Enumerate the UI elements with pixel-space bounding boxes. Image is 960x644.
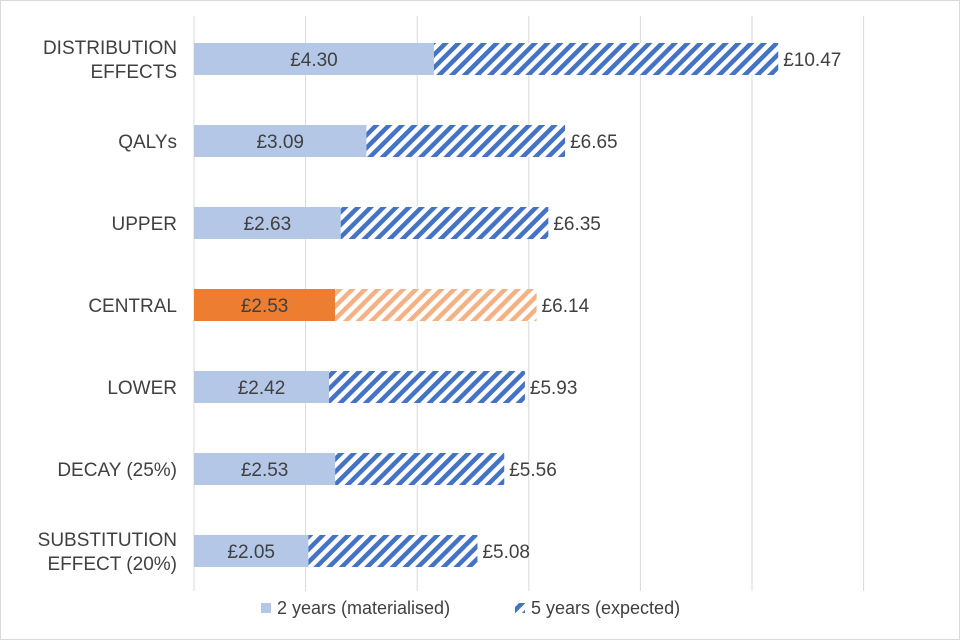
- bar-5-years: [335, 289, 537, 321]
- bar-5-years: [335, 453, 505, 485]
- data-label-2-years: £2.63: [244, 214, 292, 235]
- bar-5-years: [433, 43, 779, 75]
- bar-5-years: [329, 371, 525, 403]
- data-label-5-years: £6.14: [542, 296, 590, 317]
- data-label-2-years: £2.53: [241, 460, 289, 481]
- bar-5-years: [340, 207, 549, 239]
- bar-5-years: [366, 125, 566, 157]
- category-labels: DISTRIBUTION EFFECTS QALYs UPPER CENTRAL LOWE…: [38, 38, 177, 575]
- data-label-2-years: £4.30: [290, 50, 338, 71]
- category-label: LOWER: [107, 378, 177, 399]
- category-label: UPPER: [112, 214, 177, 235]
- legend: 2 years (materialised) 5 years (expected): [261, 598, 680, 618]
- data-label-5-years: £10.47: [783, 50, 841, 71]
- legend-swatch-2-years: [261, 603, 271, 613]
- data-label-5-years: £5.08: [482, 542, 530, 563]
- bar-2-years: [194, 289, 336, 321]
- data-label-2-years: £2.53: [241, 296, 289, 317]
- bar-2-years: [194, 43, 434, 75]
- category-label: CENTRAL: [88, 296, 177, 317]
- bars: £4.30 £10.47 £3.09 £6.65 £2.63 £6.35 £2.53 £6.1…: [194, 43, 841, 567]
- data-label-2-years: £2.42: [238, 378, 286, 399]
- data-label-5-years: £6.65: [570, 132, 618, 153]
- category-label: DISTRIBUTION EFFECTS: [43, 38, 177, 83]
- bar-2-years: [194, 125, 367, 157]
- data-label-2-years: £3.09: [256, 132, 304, 153]
- bar-5-years: [308, 535, 478, 567]
- bar-2-years: [194, 453, 336, 485]
- data-label-2-years: £2.05: [227, 542, 275, 563]
- data-label-5-years: £5.56: [509, 460, 557, 481]
- bar-2-years: [194, 207, 341, 239]
- category-label: DECAY (25%): [57, 460, 177, 481]
- category-label: QALYs: [118, 132, 177, 153]
- legend-swatch-5-years: [515, 603, 525, 613]
- data-label-5-years: £5.93: [530, 378, 578, 399]
- category-label: SUBSTITUTION EFFECT (20%): [38, 530, 177, 575]
- data-label-5-years: £6.35: [553, 214, 601, 235]
- legend-label-5-years: 5 years (expected): [531, 598, 680, 618]
- bar-2-years: [194, 535, 309, 567]
- legend-label-2-years: 2 years (materialised): [277, 598, 450, 618]
- bar-2-years: [194, 371, 330, 403]
